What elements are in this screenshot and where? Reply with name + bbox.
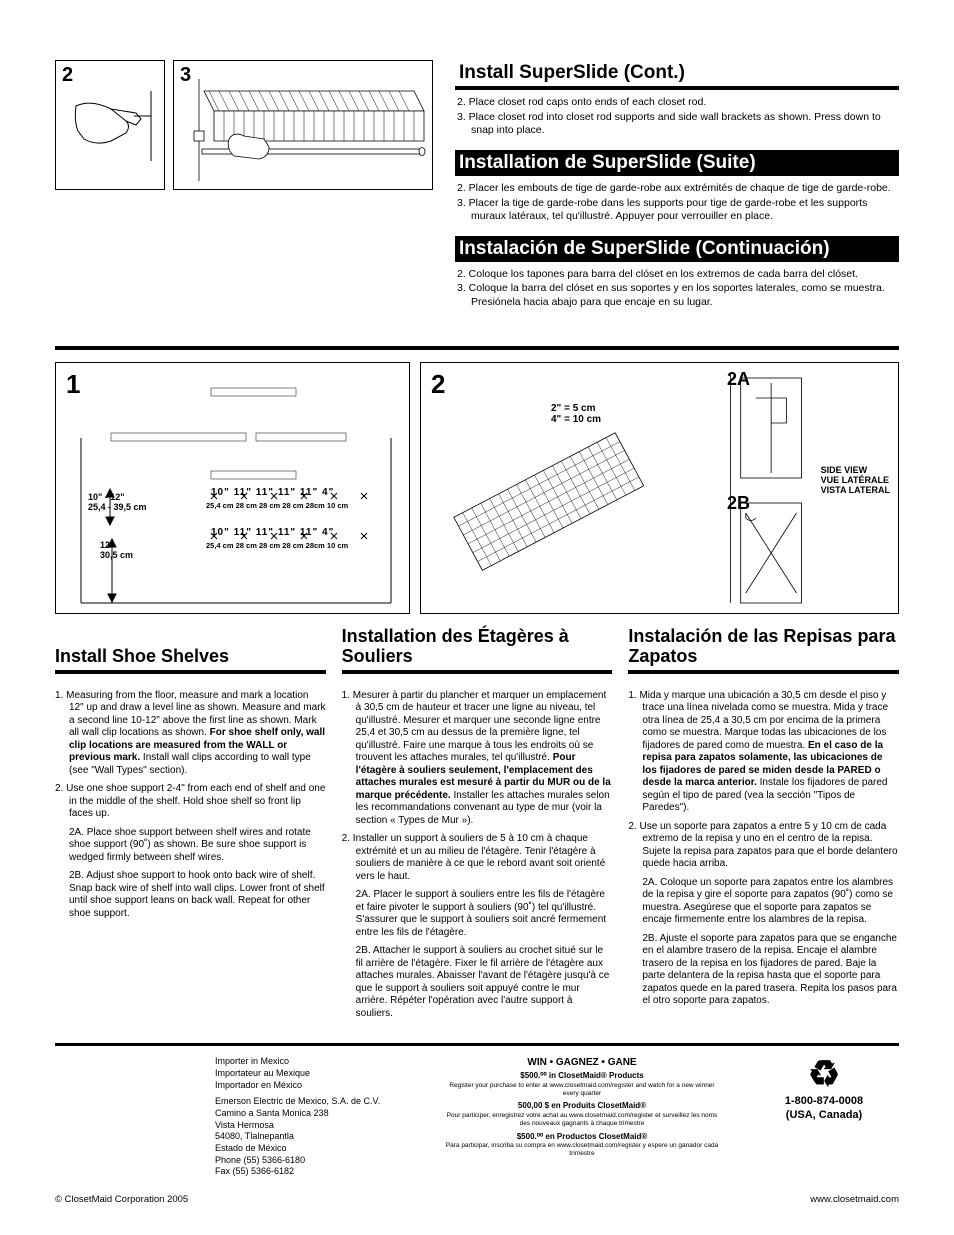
- en-step-2: 2. Use one shoe support 2-4" from each e…: [55, 783, 326, 821]
- importer-heading: Importer in Mexico Importateur au Mexiqu…: [215, 1056, 415, 1091]
- footer-contact: ♻ 1-800-874-0008 (USA, Canada): [749, 1056, 899, 1123]
- fr-step-2a: 2A. Placer le support à souliers entre l…: [342, 889, 613, 939]
- footer-importer: Importer in Mexico Importateur au Mexiqu…: [215, 1056, 415, 1178]
- step-en-2: 2. Place closet rod caps onto ends of ea…: [457, 96, 899, 110]
- win-title: WIN • GAGNEZ • GANE: [445, 1056, 719, 1069]
- top-instructions: Install SuperSlide (Cont.) 2. Place clos…: [455, 60, 899, 322]
- top-section: 2 3: [55, 60, 899, 322]
- step-fr-2: 2. Placer les embouts de tige de garde-r…: [457, 182, 899, 196]
- fr-step-2: 2. Installer un support à souliers de 5 …: [342, 833, 613, 883]
- meas-row1: 10" 11" 11" 11" 11" 4": [211, 487, 334, 498]
- recycle-icon: ♻: [749, 1056, 899, 1092]
- top-figures: 2 3: [55, 60, 435, 322]
- meas-row1b: 25,4 cm 28 cm 28 cm 28 cm 28cm 10 cm: [206, 501, 348, 510]
- importer-address: Emerson Electric de Mexico, S.A. de C.V.…: [215, 1096, 415, 1178]
- es-step-2b: 2B. Ajuste el soporte para zapatos para …: [628, 933, 899, 1008]
- steps-fr: 2. Placer les embouts de tige de garde-r…: [455, 182, 899, 224]
- col-header-es: Instalación de las Repisas para Zapatos: [628, 626, 899, 674]
- en-step-2b: 2B. Adjust shoe support to hook onto bac…: [55, 870, 326, 920]
- win-fr-sub: Pour participer, enregistrez votre achat…: [445, 1112, 719, 1129]
- step-en-3: 3. Place closet rod into closet rod supp…: [457, 111, 899, 138]
- figure-3: 3: [173, 60, 433, 190]
- col-header-en: Install Shoe Shelves: [55, 626, 326, 674]
- meas-12: 12" 30,5 cm: [100, 541, 133, 561]
- figure-shoe-2: 2 2A 2B 2" = 5 cm 4" = 10 cm SIDE VIEW V…: [420, 362, 899, 614]
- en-step-1: 1. Measuring from the floor, measure and…: [55, 690, 326, 778]
- figure-shoe-1: 1: [55, 362, 410, 614]
- footer-rule: [55, 1043, 899, 1046]
- conversion-text: 2" = 5 cm 4" = 10 cm: [551, 403, 601, 425]
- figure-1-number: 1: [66, 369, 80, 400]
- meas-row2b: 25,4 cm 28 cm 28 cm 28 cm 28cm 10 cm: [206, 541, 348, 550]
- win-es: $500.⁰⁰ en Productos ClosetMaid®: [445, 1132, 719, 1142]
- footer: Importer in Mexico Importateur au Mexiqu…: [55, 1043, 899, 1205]
- step-fr-3: 3. Placer la tige de garde-robe dans les…: [457, 197, 899, 224]
- phone-number: 1-800-874-0008: [749, 1094, 899, 1108]
- section-header-fr: Installation de SuperSlide (Suite): [455, 150, 899, 176]
- figure-3-number: 3: [180, 64, 191, 87]
- copyright: © ClosetMaid Corporation 2005: [55, 1194, 188, 1205]
- meas-row2: 10" 11" 11" 11" 11" 4": [211, 527, 334, 538]
- figure-2-number-mid: 2: [431, 369, 445, 400]
- website-url: www.closetmaid.com: [810, 1194, 899, 1205]
- en-step-2a: 2A. Place shoe support between shelf wir…: [55, 827, 326, 865]
- divider-rule-1: [55, 346, 899, 350]
- figure-2: 2: [55, 60, 165, 190]
- figure-2b-label: 2B: [727, 493, 750, 514]
- side-view-label: SIDE VIEW VUE LATÉRALE VISTA LATERAL: [821, 465, 890, 496]
- col-en: Install Shoe Shelves 1. Measuring from t…: [55, 626, 326, 1027]
- col-fr: Installation des Étagères à Souliers 1. …: [342, 626, 613, 1027]
- meas-10-12: 10" - 12" 25,4 - 39,5 cm: [88, 493, 147, 513]
- section-header-en: Install SuperSlide (Cont.): [455, 60, 899, 90]
- win-es-sub: Para participar, inscriba su compra en w…: [445, 1142, 719, 1159]
- fr-step-2b: 2B. Attacher le support à souliers au cr…: [342, 945, 613, 1020]
- figure-2-number: 2: [62, 64, 73, 87]
- steps-en: 2. Place closet rod caps onto ends of ea…: [455, 96, 899, 138]
- step-es-2: 2. Coloque los tapones para barra del cl…: [457, 268, 899, 282]
- step-es-3: 3. Coloque la barra del clóset en sus so…: [457, 282, 899, 309]
- region: (USA, Canada): [749, 1108, 899, 1122]
- mid-figures: 1: [55, 362, 899, 614]
- col-es: Instalación de las Repisas para Zapatos …: [628, 626, 899, 1027]
- fr-step-1: 1. Mesurer à partir du plancher et marqu…: [342, 690, 613, 828]
- es-step-2: 2. Use un soporte para zapatos a entre 5…: [628, 821, 899, 871]
- figure-2a-label: 2A: [727, 369, 750, 390]
- win-en-sub: Register your purchase to enter at www.c…: [445, 1082, 719, 1099]
- section-header-es: Instalación de SuperSlide (Continuación): [455, 236, 899, 262]
- steps-es: 2. Coloque los tapones para barra del cl…: [455, 268, 899, 310]
- figure-3-illustration: [174, 61, 434, 191]
- win-fr: 500,00 $ en Produits ClosetMaid®: [445, 1101, 719, 1111]
- win-en: $500.⁰⁰ in ClosetMaid® Products: [445, 1071, 719, 1081]
- footer-promo: WIN • GAGNEZ • GANE $500.⁰⁰ in ClosetMai…: [445, 1056, 719, 1159]
- es-step-2a: 2A. Coloque un soporte para zapatos entr…: [628, 877, 899, 927]
- shoe-instructions: Install Shoe Shelves 1. Measuring from t…: [55, 626, 899, 1027]
- col-header-fr: Installation des Étagères à Souliers: [342, 626, 613, 674]
- es-step-1: 1. Mida y marque una ubicación a 30,5 cm…: [628, 690, 899, 815]
